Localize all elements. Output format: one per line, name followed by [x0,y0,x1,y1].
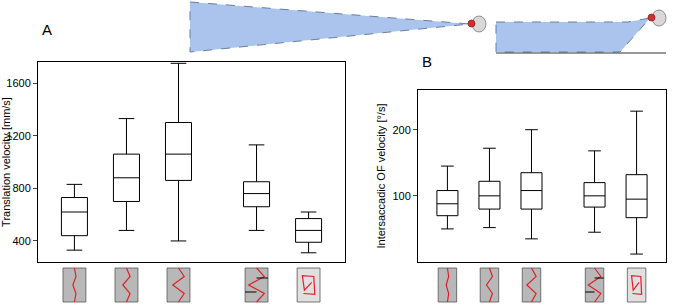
svg-text:Translation velocity [mm/s]: Translation velocity [mm/s] [0,97,12,227]
svg-text:1600: 1600 [6,77,30,89]
svg-text:Intersaccadic OF velocity [°/s: Intersaccadic OF velocity [°/s] [375,104,387,249]
svg-text:100: 100 [392,190,410,202]
svg-text:800: 800 [12,182,30,194]
svg-text:200: 200 [392,124,410,136]
svg-text:400: 400 [12,235,30,247]
svg-text:A: A [42,21,52,38]
svg-text:1200: 1200 [6,130,30,142]
svg-text:B: B [422,53,432,70]
